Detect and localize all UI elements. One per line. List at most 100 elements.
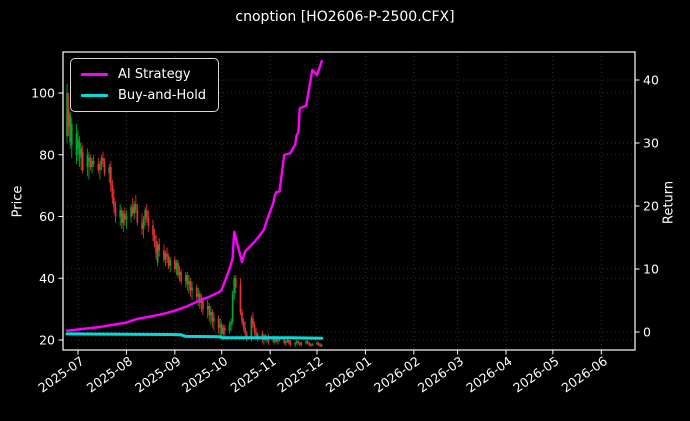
candle-body — [288, 340, 290, 344]
candle-body — [141, 222, 143, 229]
candle-up — [86, 148, 89, 177]
candle-up — [191, 281, 193, 300]
candle-down — [89, 154, 92, 171]
candle-body — [156, 244, 159, 263]
candle-down — [306, 340, 309, 345]
x-tick-label: 2025-09 — [132, 353, 183, 395]
x-tick-label: 2025-10 — [179, 353, 230, 395]
candle-down — [242, 318, 245, 331]
candle-body — [197, 293, 200, 297]
candle-up — [305, 340, 307, 345]
candle-down — [180, 268, 182, 285]
chart-title: cnoption [HO2606-P-2500.CFX] — [235, 9, 455, 25]
candle-up — [294, 341, 296, 347]
candle-body — [86, 154, 89, 168]
candle-down — [245, 330, 248, 342]
candle-up — [175, 259, 178, 276]
candle-down — [124, 207, 126, 226]
candle-body — [147, 216, 150, 226]
candle-up — [197, 287, 200, 307]
candle-down — [220, 321, 223, 337]
candle-body — [108, 167, 111, 174]
candle-body — [222, 327, 225, 334]
candle-down — [244, 321, 246, 337]
x-tick-label: 2025-07 — [35, 353, 86, 395]
candle-up — [213, 312, 215, 331]
candle-up — [277, 338, 279, 345]
candle-body — [306, 341, 309, 344]
candle-body — [275, 338, 278, 342]
candle-body — [283, 338, 286, 344]
x-tick-label: 2025-12 — [274, 353, 325, 395]
candle-body — [122, 213, 125, 223]
candle-body — [231, 293, 234, 322]
return-tick-label: 20 — [643, 199, 659, 214]
candle-down — [109, 160, 112, 192]
candle-up — [184, 272, 187, 288]
candle-down — [147, 210, 150, 232]
candle-up — [133, 201, 136, 220]
ai-strategy-line — [65, 59, 323, 332]
candle-up — [320, 343, 323, 348]
candle-down — [297, 340, 300, 345]
candle-up — [80, 142, 82, 171]
candle-body — [198, 293, 201, 303]
candle-body — [245, 333, 248, 339]
candle-body — [319, 344, 321, 347]
candle-up — [75, 123, 78, 165]
candle-body — [92, 160, 95, 165]
candle-body — [114, 207, 117, 217]
candle-up — [316, 341, 318, 346]
candle-up — [233, 275, 236, 300]
candle-body — [152, 225, 154, 236]
candle-body — [191, 287, 193, 291]
candle-down — [195, 284, 198, 303]
price-tick-label: 40 — [39, 271, 55, 286]
buy-and-hold-line-swatch — [81, 94, 108, 97]
legend-item-ai-strategy: AI Strategy — [81, 64, 206, 85]
candle-body — [131, 207, 134, 214]
price-tick-label: 60 — [39, 209, 55, 224]
candle-up — [228, 321, 231, 334]
candle-down — [189, 278, 192, 297]
legend-label-buy-and-hold: Buy-and-Hold — [118, 88, 207, 103]
candle-body — [309, 344, 312, 346]
candle-body — [100, 157, 103, 165]
candle-body — [233, 278, 236, 294]
candle-body — [294, 343, 296, 345]
candle-down — [152, 219, 154, 242]
candle-body — [277, 340, 279, 342]
candle-up — [77, 130, 79, 161]
return-axis-label: Return — [661, 180, 677, 225]
candle-down — [166, 247, 168, 263]
candle-body — [97, 164, 100, 171]
candle-body — [89, 157, 92, 168]
candle-body — [164, 253, 167, 260]
candle-down — [114, 201, 117, 223]
candle-down — [111, 179, 114, 205]
candle-down — [120, 207, 123, 229]
candle-body — [142, 219, 145, 229]
candle-down — [131, 197, 134, 217]
candle-body — [186, 275, 189, 285]
candle-body — [206, 306, 209, 310]
candle-body — [153, 235, 156, 242]
x-tick-label: 2026-04 — [463, 353, 514, 395]
candle-body — [145, 210, 148, 217]
candle-body — [166, 253, 168, 257]
candle-down — [136, 204, 139, 226]
candle-body — [124, 213, 126, 220]
candle-body — [213, 318, 215, 322]
candle-body — [241, 312, 243, 322]
candle-body — [125, 216, 128, 220]
price-axis-label: Price — [10, 185, 26, 218]
price-tick-label: 100 — [31, 86, 55, 101]
candle-body — [144, 210, 147, 220]
candle-body — [230, 321, 232, 325]
candle-down — [81, 145, 84, 174]
candle-up — [209, 306, 212, 325]
x-tick-label: 2026-05 — [510, 353, 561, 395]
candle-body — [284, 341, 287, 344]
candle-up — [200, 293, 203, 313]
